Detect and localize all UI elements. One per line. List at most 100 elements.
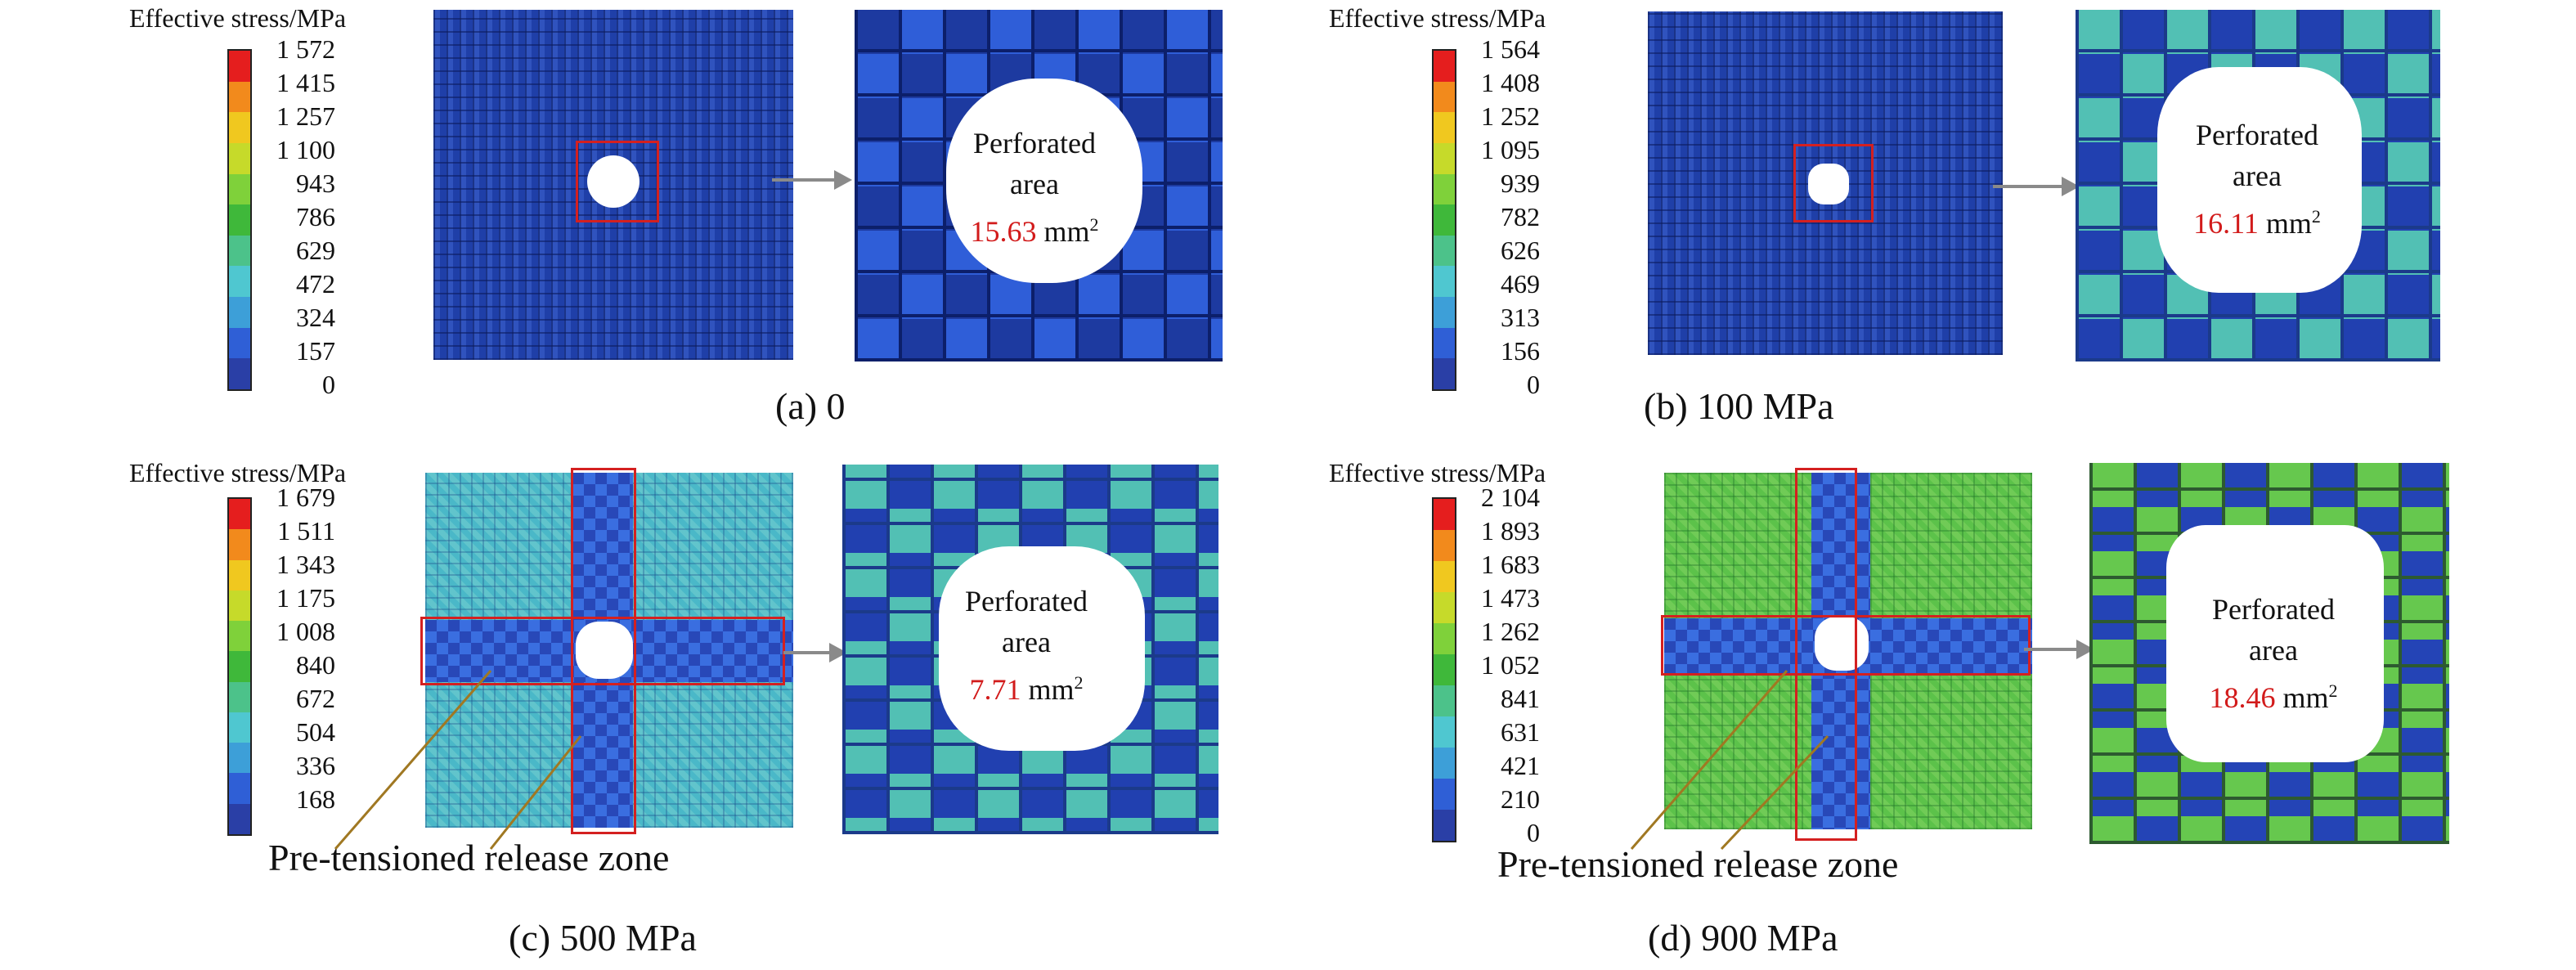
area-exponent: 2: [1089, 214, 1099, 235]
area-exponent: 2: [2328, 680, 2338, 701]
label-line-2: area: [2233, 159, 2282, 192]
area-unit: mm: [1043, 215, 1090, 248]
colorbar-ticks: 2 104 1 893 1 683 1 473 1 262 1 052 841 631 421 2…: [1442, 483, 1540, 846]
colorbar-segment: [1434, 173, 1455, 205]
colorbar-segment: [1434, 266, 1455, 297]
release-zone-box-vertical: [571, 468, 636, 834]
zoomed-perforation-view: [2089, 463, 2449, 844]
label-line-2: area: [1002, 626, 1051, 658]
colorbar-segment: [229, 297, 250, 328]
colorbar-segment: [1434, 623, 1455, 654]
panel-c: Effective stress/MPa 1 679 1 511 1 343 1 17…: [0, 458, 1288, 970]
area-exponent: 2: [1074, 672, 1084, 693]
stress-colorbar: [227, 49, 252, 391]
colorbar-ticks: 1 564 1 408 1 252 1 095 939 782 626 469 313 156 0: [1442, 34, 1540, 397]
colorbar-segment: [1434, 748, 1455, 779]
colorbar-tick-label: 210: [1501, 784, 1540, 814]
colorbar-segment: [1434, 530, 1455, 561]
colorbar-tick-label: 1 100: [276, 135, 335, 164]
colorbar-tick-label: 1 052: [1481, 650, 1540, 680]
colorbar-segment: [229, 112, 250, 143]
zoom-region-box: [1793, 144, 1874, 222]
colorbar-tick-label: 1 262: [1481, 617, 1540, 646]
perforation-hole: [1815, 617, 1869, 671]
perforation-hole: [2157, 67, 2362, 293]
zoom-region-box: [576, 141, 659, 222]
colorbar-segment: [229, 590, 250, 622]
area-unit: mm: [1028, 673, 1075, 706]
colorbar-tick-label: 1 175: [276, 583, 335, 613]
colorbar-tick-label: 1 415: [276, 68, 335, 97]
colorbar-tick-label: 939: [1501, 168, 1540, 198]
legend-title: Effective stress/MPa: [1329, 458, 1546, 487]
area-value: 16.11: [2193, 207, 2259, 240]
colorbar-tick-label: 0: [322, 370, 335, 399]
colorbar-tick-label: 1 511: [277, 516, 335, 546]
release-zone-label: Pre-tensioned release zone: [1497, 843, 1899, 885]
colorbar-segment: [229, 651, 250, 682]
panel-d: Effective stress/MPa 2 104 1 893 1 683 1 47…: [1288, 458, 2576, 970]
perforated-area-label: Perforated area 7.71 mm2: [932, 581, 1120, 710]
zoomed-perforation-view: [2076, 10, 2440, 362]
colorbar-segment: [229, 621, 250, 652]
label-line-1: Perforated: [973, 127, 1096, 159]
colorbar-tick-label: 168: [296, 784, 335, 814]
colorbar-tick-label: 472: [296, 269, 335, 299]
area-value: 15.63: [970, 215, 1037, 248]
colorbar-ticks: 1 572 1 415 1 257 1 100 943 786 629 472 324 157 0: [237, 36, 335, 397]
label-line-2: area: [2249, 634, 2298, 667]
colorbar-tick-label: 840: [296, 650, 335, 680]
colorbar-tick-label: 1 343: [276, 550, 335, 579]
colorbar-tick-label: 629: [296, 236, 335, 265]
colorbar-tick-label: 1 564: [1481, 34, 1540, 64]
colorbar-segment: [229, 51, 250, 82]
colorbar-segment: [1434, 81, 1455, 113]
colorbar-segment: [1434, 142, 1455, 174]
colorbar-tick-label: 0: [1527, 370, 1540, 399]
colorbar-tick-label: 157: [296, 336, 335, 366]
colorbar-tick-label: 313: [1501, 303, 1540, 332]
colorbar-tick-label: 672: [296, 684, 335, 713]
colorbar-segment: [1434, 779, 1455, 810]
area-reading: 16.11 mm2: [2155, 196, 2359, 244]
full-plate-model: [1664, 473, 2032, 829]
colorbar-segment: [1434, 810, 1455, 841]
colorbar-tick-label: 336: [296, 751, 335, 780]
colorbar-tick-label: 782: [1501, 202, 1540, 231]
release-zone-box-vertical: [1795, 468, 1857, 841]
legend-title: Effective stress/MPa: [129, 458, 347, 487]
area-exponent: 2: [2311, 206, 2321, 227]
full-plate-model: [1648, 11, 2003, 355]
colorbar-segment: [1434, 112, 1455, 143]
panel-caption: (b) 100 MPa: [1644, 385, 1834, 427]
zoomed-perforation-view: [855, 10, 1223, 362]
release-zone-box-horizontal: [1661, 615, 2031, 676]
perforated-area-label: Perforated area 16.11 mm2: [2155, 115, 2359, 244]
colorbar-tick-label: 0: [1527, 818, 1540, 847]
colorbar-segment: [229, 266, 250, 297]
zoom-arrow: [783, 643, 847, 662]
full-plate-model: [425, 473, 793, 828]
label-line-1: Perforated: [2212, 593, 2335, 626]
zoom-arrow: [2024, 640, 2094, 659]
colorbar-tick-label: 1 683: [1481, 550, 1540, 579]
area-unit: mm: [2282, 681, 2329, 714]
release-zone-label: Pre-tensioned release zone: [268, 837, 670, 878]
colorbar-segment: [229, 142, 250, 174]
label-line-2: area: [1010, 168, 1059, 200]
colorbar-segment: [1434, 235, 1455, 267]
zoom-arrow: [1993, 177, 2080, 196]
perforated-area-label: Perforated area 18.46 mm2: [2171, 589, 2376, 718]
colorbar-tick-label: 626: [1501, 236, 1540, 265]
colorbar-tick-label: 1 095: [1481, 135, 1540, 164]
colorbar-tick-label: 1 008: [276, 617, 335, 646]
area-unit: mm: [2265, 207, 2312, 240]
colorbar-tick-label: 943: [296, 168, 335, 198]
colorbar-tick-label: 421: [1501, 751, 1540, 780]
area-value: 18.46: [2209, 681, 2276, 714]
label-line-1: Perforated: [965, 585, 1088, 617]
colorbar-segment: [229, 529, 250, 560]
colorbar-tick-label: 2 104: [1481, 483, 1540, 512]
panel-caption: (c) 500 MPa: [509, 917, 697, 959]
colorbar-segment: [229, 204, 250, 236]
